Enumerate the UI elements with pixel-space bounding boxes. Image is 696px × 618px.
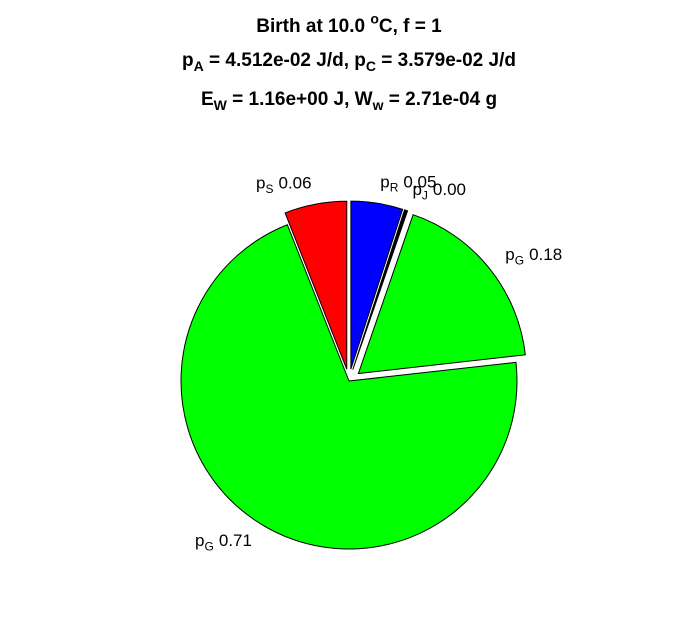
slice-label: pR 0.05 <box>380 173 436 195</box>
text-part: = 4.512e-02 J/d, p <box>204 50 366 71</box>
text-part: p <box>412 181 421 200</box>
slice-label: pG 0.18 <box>505 245 562 267</box>
slice-value: 0.06 <box>279 174 312 193</box>
subscript: S <box>265 182 273 196</box>
slice-label: pJ 0.00 <box>412 181 466 203</box>
text-part: p <box>195 532 204 551</box>
text-part: E <box>201 89 214 110</box>
pie-slice <box>350 200 404 370</box>
subscript: C <box>366 58 376 74</box>
slice-label: pS 0.06 <box>256 174 312 196</box>
text-part: p <box>182 50 194 71</box>
text-part: Birth at 10.0 <box>256 16 370 37</box>
text-part: p <box>380 173 389 192</box>
subscript: A <box>194 58 204 74</box>
slice-value: 0.05 <box>403 173 436 192</box>
text-part: = 3.579e-02 J/d <box>376 50 516 71</box>
slice-label: pG 0.71 <box>195 532 252 554</box>
slice-value: 0.18 <box>529 245 562 264</box>
pie-slice <box>180 224 518 550</box>
subscript: w <box>372 97 384 113</box>
text-part: p <box>256 174 265 193</box>
chart-title: EW = 1.16e+00 J, Ww = 2.71e-04 g <box>201 89 497 113</box>
superscript: o <box>370 10 379 26</box>
text-part: p <box>505 245 514 264</box>
text-part: C, f = 1 <box>379 16 442 37</box>
subscript: G <box>205 540 214 554</box>
subscript: R <box>390 181 399 195</box>
text-part: = 1.16e+00 J, W <box>227 89 373 110</box>
pie-slice <box>357 214 526 375</box>
subscript: J <box>422 189 428 203</box>
text-part: = 2.71e-04 g <box>384 89 498 110</box>
chart-title: pA = 4.512e-02 J/d, pC = 3.579e-02 J/d <box>182 50 516 74</box>
slice-value: 0.71 <box>219 532 252 551</box>
subscript: W <box>214 97 228 113</box>
slice-value: 0.00 <box>433 181 466 200</box>
pie-slice <box>352 209 409 370</box>
pie-slice <box>284 200 348 370</box>
subscript: G <box>515 254 524 268</box>
chart-title: Birth at 10.0 oC, f = 1 <box>256 10 442 37</box>
